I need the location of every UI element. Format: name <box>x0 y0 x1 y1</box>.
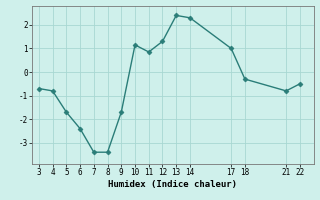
X-axis label: Humidex (Indice chaleur): Humidex (Indice chaleur) <box>108 180 237 189</box>
